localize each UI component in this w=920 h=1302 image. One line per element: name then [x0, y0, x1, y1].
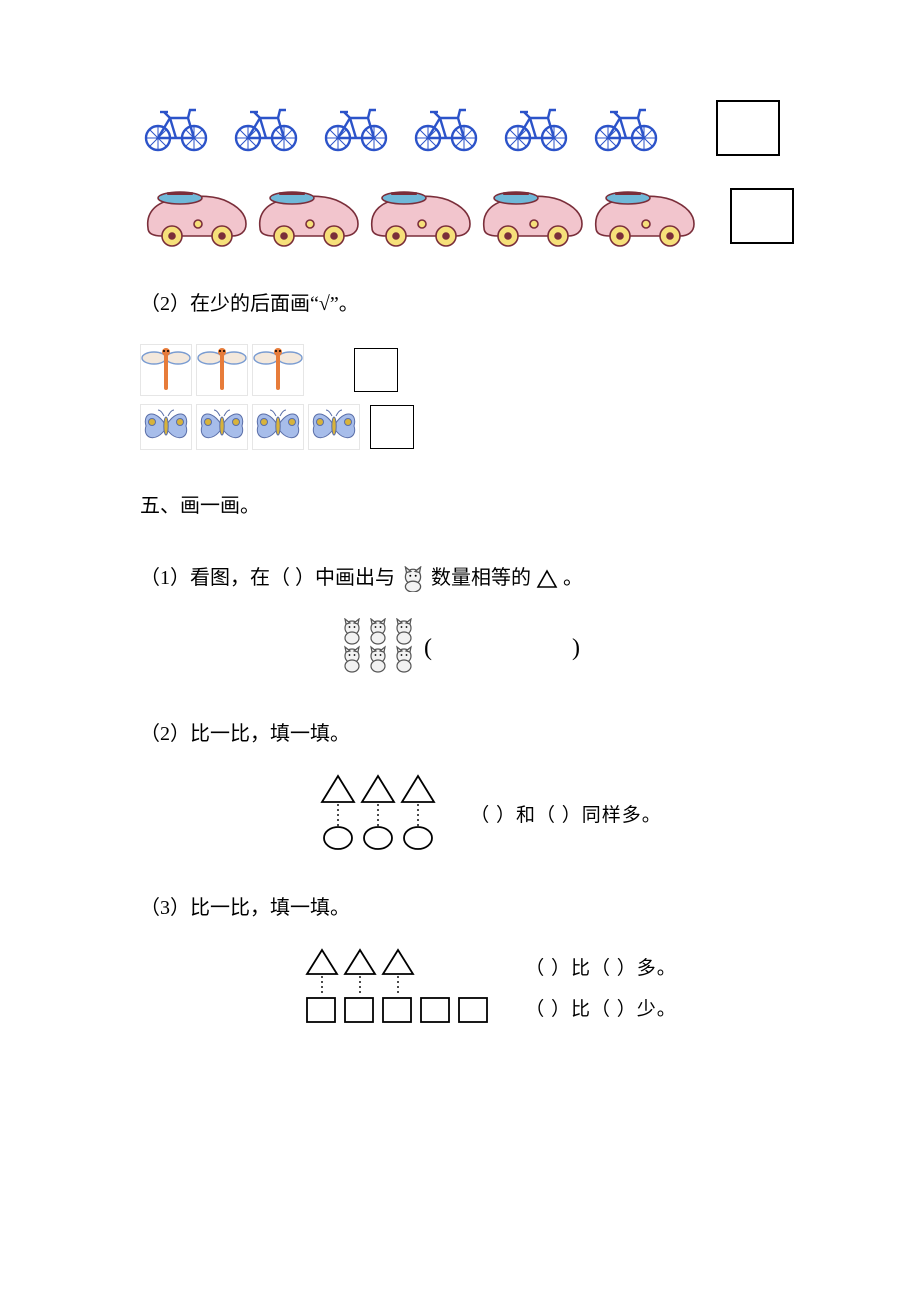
car-icons: [140, 184, 700, 248]
tri-square-group: [303, 948, 493, 1026]
q2-row-butterflies: [140, 404, 780, 450]
cat-small-icon: [400, 566, 426, 592]
q5-3-figure: （ ）比（ ）多。 （ ）比（ ）少。: [200, 948, 780, 1026]
dragonfly-icon: [252, 344, 304, 396]
answer-box-butterflies[interactable]: [370, 405, 414, 449]
q5-1-prompt-end: 。: [563, 567, 583, 589]
bicycle-icon: [500, 104, 572, 152]
cats-grid: [340, 618, 418, 678]
car-icon: [252, 184, 364, 248]
q5-3-prompt: （3）比一比，填一填。: [140, 892, 780, 924]
q5-1-prompt-pre: （1）看图，在（ ）中画出与: [140, 567, 395, 589]
q5-1-prompt: （1）看图，在（ ）中画出与 数量相等的 。: [140, 562, 780, 594]
triangle-circle-pairs-icon: [318, 774, 438, 852]
q1-row-bikes: [140, 100, 780, 156]
worksheet-page: （2）在少的后面画“√”。: [0, 0, 920, 1302]
q5-1-prompt-post: 数量相等的: [431, 567, 531, 589]
answer-box-cars[interactable]: [730, 188, 794, 244]
q5-3-caption-1: （ ）比（ ）多。: [525, 953, 677, 980]
q1-row-cars: [140, 184, 780, 248]
bicycle-icon: [590, 104, 662, 152]
triangle-square-group-icon: [303, 948, 493, 1026]
bracket-open: (: [424, 635, 432, 662]
bicycle-icon: [410, 104, 482, 152]
triangle-outline-icon: [536, 568, 558, 590]
bike-icons: [140, 104, 662, 152]
cats-grid-icon: [340, 618, 418, 678]
car-icon: [364, 184, 476, 248]
answer-box-dragonflies[interactable]: [354, 348, 398, 392]
q2-prompt: （2）在少的后面画“√”。: [140, 288, 780, 320]
bicycle-icon: [140, 104, 212, 152]
cat-inline-icon: [400, 566, 426, 592]
answer-box-bikes[interactable]: [716, 100, 780, 156]
dragonfly-icons: [140, 344, 304, 396]
car-icon: [476, 184, 588, 248]
dragonfly-icon: [196, 344, 248, 396]
bicycle-icon: [230, 104, 302, 152]
q5-2-prompt: （2）比一比，填一填。: [140, 718, 780, 750]
butterfly-icons: [140, 404, 360, 450]
butterfly-icon: [308, 404, 360, 450]
butterfly-icon: [140, 404, 192, 450]
car-icon: [588, 184, 700, 248]
triangle-inline-icon: [536, 568, 558, 590]
tri-circle-pairs: [318, 774, 438, 852]
car-icon: [140, 184, 252, 248]
q5-1-figure: ( ): [140, 618, 780, 678]
section5-title: 五、画一画。: [140, 490, 780, 522]
bicycle-icon: [320, 104, 392, 152]
q5-2-caption: （ ）和（ ）同样多。: [470, 800, 662, 827]
butterfly-icon: [252, 404, 304, 450]
q5-3-caption-2: （ ）比（ ）少。: [525, 994, 677, 1021]
butterfly-icon: [196, 404, 248, 450]
q2-row-dragonflies: [140, 344, 780, 396]
q5-2-figure: （ ）和（ ）同样多。: [200, 774, 780, 852]
dragonfly-icon: [140, 344, 192, 396]
bracket-close: ): [572, 635, 580, 662]
